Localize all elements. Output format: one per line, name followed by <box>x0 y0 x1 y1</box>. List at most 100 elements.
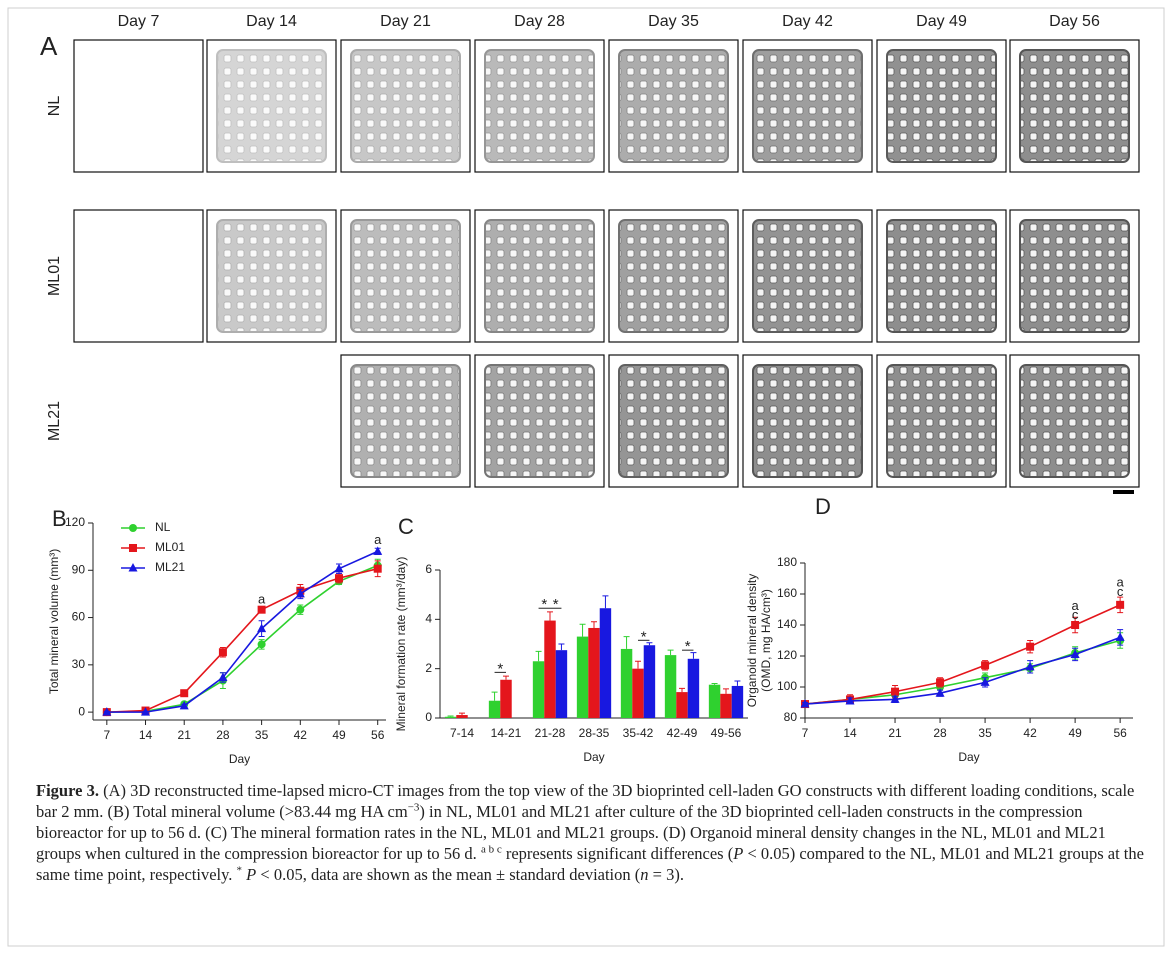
bar <box>555 650 568 718</box>
bar <box>500 679 512 718</box>
chart: C 0 2 4 6 Day Mineral formation rate (mm³/day)… <box>394 514 748 764</box>
y-tick-label: 4 <box>425 612 432 626</box>
scaffold <box>618 219 729 333</box>
bar <box>532 661 545 718</box>
x-tick-label: 21-28 <box>535 726 566 740</box>
x-tick-label: 35-42 <box>623 726 654 740</box>
caption-text: < 0.05) compared to the NL, ML01 and ML2… <box>36 844 1144 884</box>
y-tick-label: 80 <box>784 710 798 724</box>
scaffold <box>752 219 863 333</box>
scaffold <box>752 364 863 478</box>
marker <box>129 524 137 532</box>
error-bar <box>535 650 542 662</box>
error-bar <box>646 642 653 646</box>
error-bar <box>558 643 565 651</box>
y-tick-label: 180 <box>777 555 797 569</box>
y-tick-label: 6 <box>425 562 432 576</box>
marker <box>257 640 266 649</box>
error-bar <box>734 680 741 686</box>
row-label: ML21 <box>46 401 63 441</box>
bar <box>676 692 688 718</box>
scaffold <box>752 49 863 163</box>
annotation: * <box>641 628 647 645</box>
annotation: c <box>1117 584 1124 599</box>
y-axis-label: Organoid mineral density <box>745 574 759 707</box>
x-tick-label: 7 <box>802 726 809 740</box>
scaffold <box>350 49 461 163</box>
bar <box>544 620 556 718</box>
annotation: c <box>1072 607 1079 622</box>
scaffold <box>484 49 595 163</box>
scaffold <box>886 49 997 163</box>
x-tick-label: 42 <box>294 728 308 742</box>
error-bar <box>503 675 509 680</box>
marker <box>296 605 305 614</box>
x-tick-label: 42-49 <box>667 726 698 740</box>
row-label: ML01 <box>46 256 63 296</box>
marker <box>1025 661 1035 671</box>
marker <box>218 648 227 657</box>
caption-text: = 3). <box>648 865 684 884</box>
marker <box>179 700 189 710</box>
error-bar <box>711 682 718 685</box>
x-tick-label: 21 <box>888 726 902 740</box>
marker <box>1026 642 1035 651</box>
marker <box>334 563 344 573</box>
caption-italic: n <box>640 865 649 884</box>
annotation: * <box>497 660 503 677</box>
marker <box>257 623 267 633</box>
bar <box>664 655 677 718</box>
marker <box>936 678 945 687</box>
x-tick-label: 49 <box>1068 726 1082 740</box>
marker <box>891 687 900 696</box>
marker <box>218 672 228 681</box>
day-label: Day 21 <box>380 13 431 30</box>
series-line <box>106 564 379 713</box>
x-tick-label: 14 <box>139 728 153 742</box>
bar <box>588 627 600 718</box>
marker <box>980 677 990 686</box>
legend-label: NL <box>155 520 171 534</box>
error-bar <box>602 595 609 609</box>
series-line <box>106 567 378 713</box>
x-tick-label: 42 <box>1023 726 1037 740</box>
x-axis-label: Day <box>958 750 979 764</box>
y-tick-label: 100 <box>777 679 797 693</box>
annotation: a <box>258 592 266 607</box>
marker <box>1070 649 1080 658</box>
marker <box>800 699 810 708</box>
caption-text: represents significant differences ( <box>501 844 734 863</box>
bar <box>620 648 633 718</box>
panel-label: C <box>398 514 414 539</box>
scaffold <box>1019 49 1130 163</box>
annotation: * <box>553 596 559 613</box>
x-tick-label: 49 <box>332 728 346 742</box>
marker <box>180 689 189 698</box>
bar <box>687 658 700 718</box>
caption-text: (A) 3D reconstructed time-lapsed micro-C… <box>36 781 1135 821</box>
x-tick-label: 35 <box>978 726 992 740</box>
annotation: * <box>541 596 547 613</box>
marker <box>102 707 112 716</box>
y-tick-label: 2 <box>425 661 432 675</box>
series-line <box>804 604 1121 705</box>
chart: D 80 100 120 140 160 180 Day Organoid mineral de… <box>745 494 1133 764</box>
x-tick-label: 28 <box>933 726 947 740</box>
y-tick-label: 120 <box>65 515 85 529</box>
error-bar <box>491 691 498 701</box>
x-tick-label: 21 <box>178 728 192 742</box>
scaffold <box>618 49 729 163</box>
x-tick-label: 28 <box>216 728 230 742</box>
error-bar <box>447 715 454 717</box>
x-tick-label: 35 <box>255 728 269 742</box>
image-grid: Day 7 Day 14 Day 21 Day 28 Day 35 Day 42 Day 4… <box>46 13 1140 488</box>
micro-ct-image <box>73 39 204 173</box>
y-axis-label: Mineral formation rate (mm³/day) <box>394 557 408 732</box>
annotation: a <box>1117 575 1125 590</box>
series-line <box>804 636 1121 705</box>
x-axis-label: Day <box>583 750 604 764</box>
caption-sup: * <box>236 864 243 877</box>
marker <box>1116 600 1125 609</box>
row-label: NL <box>46 96 63 117</box>
legend-label: ML21 <box>155 560 185 574</box>
